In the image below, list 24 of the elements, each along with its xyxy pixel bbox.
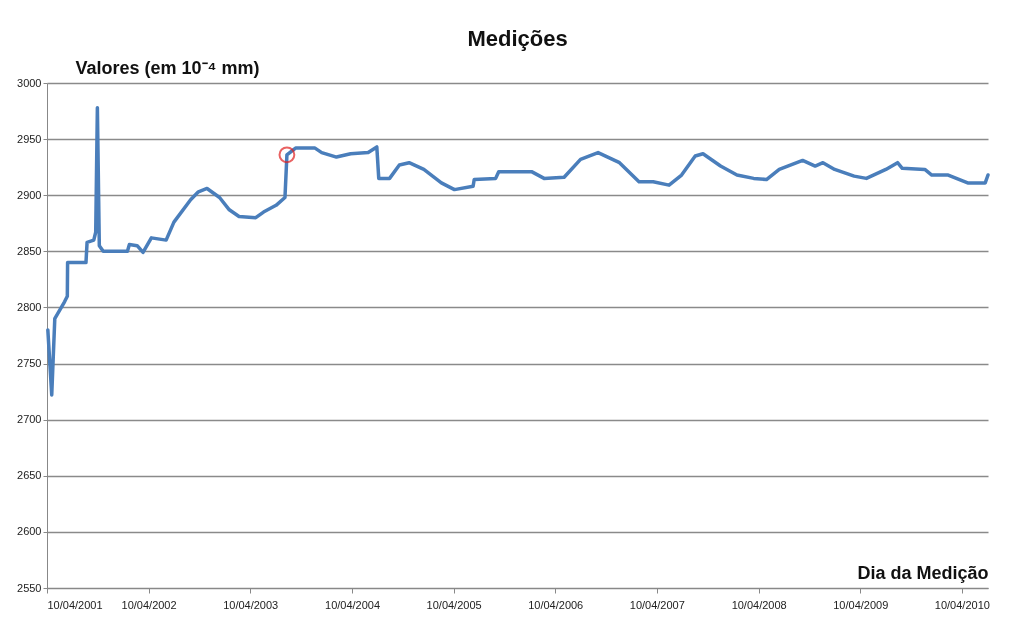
y-tick-label: 3000 [17, 76, 42, 89]
y-tick-label: 2600 [17, 525, 42, 538]
y-tick-label: 2800 [17, 300, 42, 313]
y-axis-title: Valores (em 10⁻⁴ mm) [75, 57, 260, 78]
x-tick-label: 10/04/2005 [426, 598, 482, 611]
line-series [46, 105, 990, 397]
y-tick-label: 2850 [17, 244, 42, 257]
x-tick-label: 10/04/2003 [223, 598, 279, 611]
x-tick-label: 10/04/2007 [629, 598, 685, 611]
x-axis-title: Dia da Medição [857, 562, 989, 583]
y-tick-label: 2950 [17, 132, 42, 145]
y-tick-label: 2900 [17, 188, 42, 201]
x-tick-label: 10/04/2001 [47, 598, 103, 611]
y-tick-label: 2750 [17, 357, 42, 370]
chart-title: Medições [467, 26, 568, 51]
y-tick-label: 2550 [17, 581, 42, 594]
x-tick-label: 10/04/2002 [121, 598, 177, 611]
y-tick-label: 2650 [17, 469, 42, 482]
x-tick-label: 10/04/2009 [833, 598, 889, 611]
y-tick-label: 2700 [17, 413, 42, 426]
x-tick-label: 10/04/2004 [325, 598, 381, 611]
x-tick-label: 10/04/2010 [934, 598, 990, 611]
x-tick-label: 10/04/2008 [731, 598, 787, 611]
x-tick-label: 10/04/2006 [528, 598, 584, 611]
